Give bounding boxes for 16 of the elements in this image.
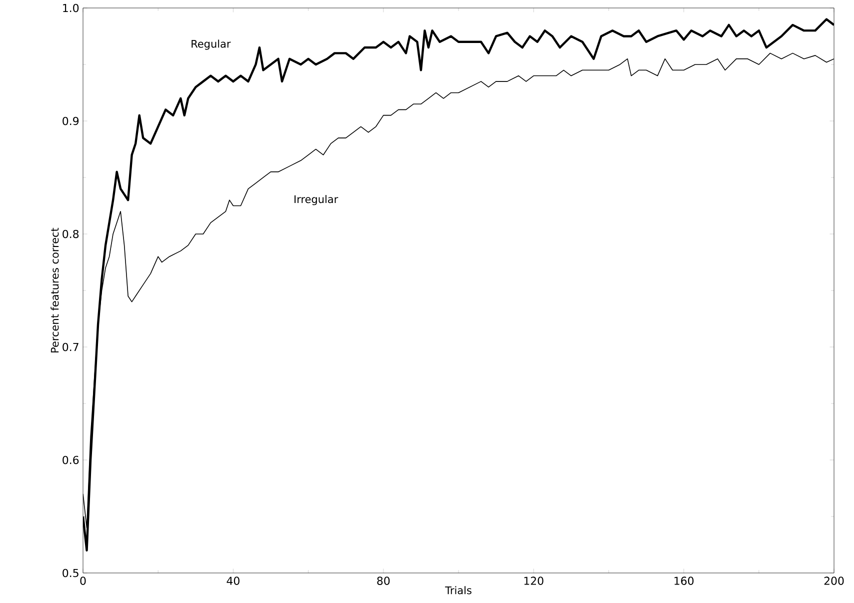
x-tick-label: 200 — [824, 576, 844, 585]
annotation: Regular — [192, 40, 231, 50]
y-tick-label: 0.7 — [62, 342, 78, 352]
x-axis-title: Trials — [445, 586, 472, 594]
x-tick-label: 0 — [80, 576, 86, 585]
x-tick-label: 40 — [226, 576, 240, 585]
y-axis-title: Percent features correct — [50, 228, 59, 352]
y-tick-label: 0.8 — [62, 230, 79, 238]
y-tick-label: 0.6 — [62, 456, 79, 464]
x-tick-label: 80 — [377, 576, 390, 585]
x-tick-label: 160 — [674, 576, 694, 585]
annotation: Irregular — [294, 195, 338, 206]
y-tick-label: 0.9 — [62, 116, 79, 126]
x-tick-label: 120 — [524, 576, 544, 585]
y-tick-label: 1.0 — [63, 4, 79, 12]
y-tick-label: 0.5 — [62, 568, 78, 578]
